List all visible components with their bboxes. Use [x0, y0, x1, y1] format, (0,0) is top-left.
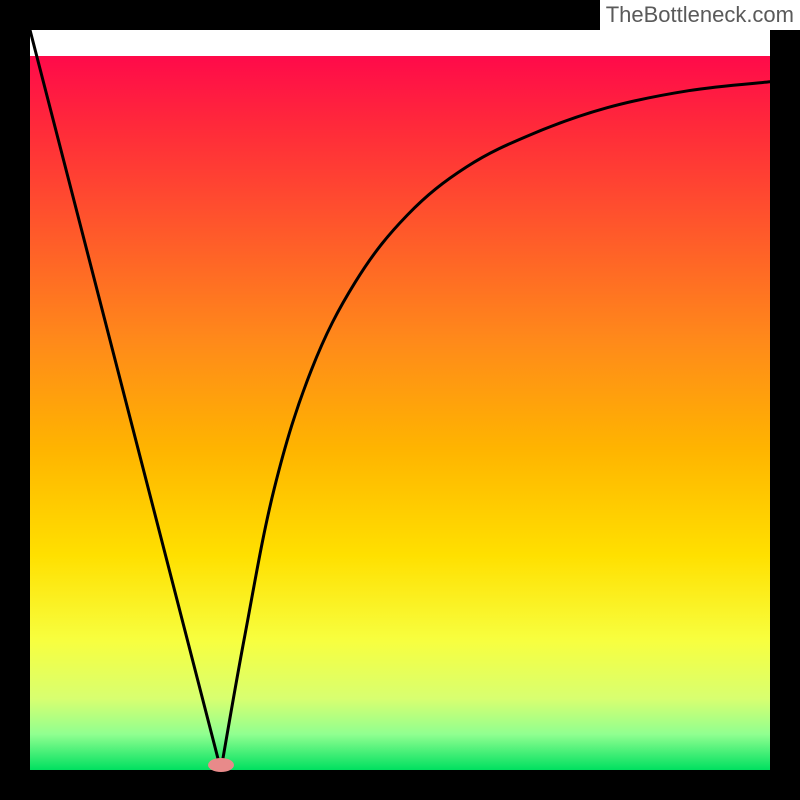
bottleneck-curve: [30, 30, 770, 770]
chart-container: TheBottleneck.com: [0, 0, 800, 800]
curve-path: [30, 30, 770, 770]
watermark-text: TheBottleneck.com: [600, 0, 800, 30]
minimum-marker: [208, 758, 234, 772]
